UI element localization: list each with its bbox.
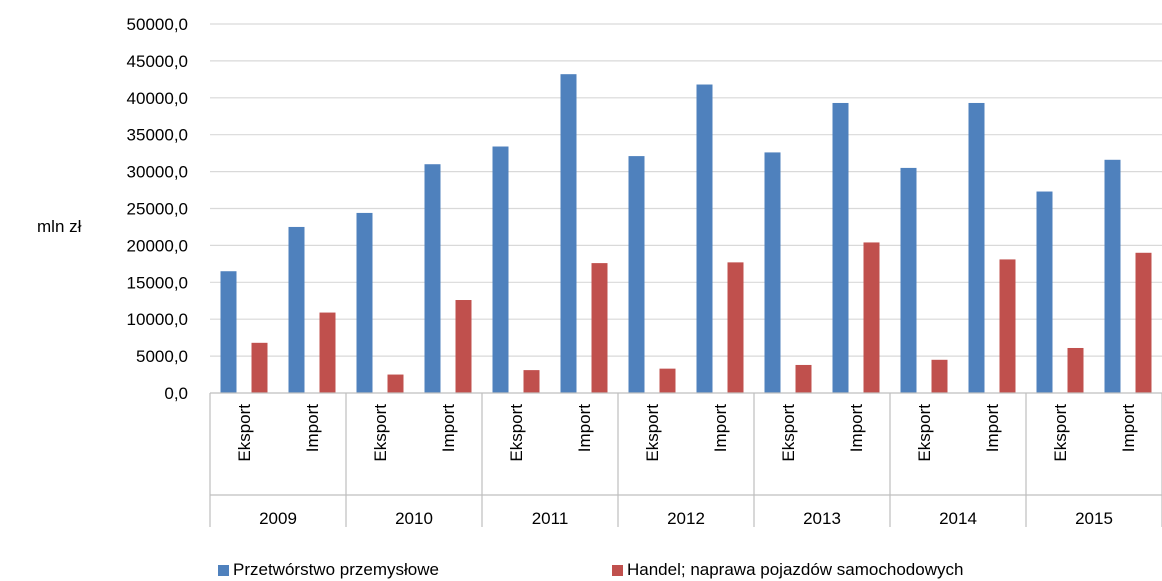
x-tick-label-import: Import <box>1119 404 1138 452</box>
bar-series-2-2012-eksport <box>659 368 676 393</box>
x-tick-label-eksport: Eksport <box>507 404 526 462</box>
group-label: 2013 <box>803 509 841 528</box>
bar-series-1-2009-eksport <box>220 271 237 393</box>
bar-series-2-2013-import <box>863 242 880 393</box>
bar-series-1-2013-import <box>832 102 849 393</box>
y-tick-label: 35000,0 <box>127 126 188 145</box>
y-tick-label: 30000,0 <box>127 163 188 182</box>
legend-item-series-1: Przetwórstwo przemysłowe <box>218 560 439 580</box>
bar-series-2-2009-eksport <box>251 342 268 393</box>
group-label: 2010 <box>395 509 433 528</box>
x-tick-label-eksport: Eksport <box>643 404 662 462</box>
bar-series-2-2015-import <box>1135 252 1152 393</box>
legend: Przetwórstwo przemysłowe Handel; naprawa… <box>0 560 1162 581</box>
x-tick-label-eksport: Eksport <box>1051 404 1070 462</box>
bar-series-2-2015-eksport <box>1067 347 1084 393</box>
bar-series-2-2011-eksport <box>523 370 540 393</box>
group-label: 2014 <box>939 509 977 528</box>
x-tick-label-import: Import <box>847 404 866 452</box>
y-tick-label: 40000,0 <box>127 89 188 108</box>
legend-label-series-1: Przetwórstwo przemysłowe <box>233 560 439 579</box>
legend-item-series-2: Handel; naprawa pojazdów samochodowych <box>612 560 963 580</box>
bar-series-1-2011-import <box>560 74 577 394</box>
x-tick-label-eksport: Eksport <box>371 404 390 462</box>
x-tick-label-import: Import <box>711 404 730 452</box>
y-tick-label: 15000,0 <box>127 273 188 292</box>
group-label: 2012 <box>667 509 705 528</box>
bar-series-1-2011-eksport <box>492 146 509 393</box>
bar-series-2-2012-import <box>727 262 744 393</box>
bar-series-1-2012-eksport <box>628 156 645 393</box>
bar-series-2-2010-eksport <box>387 374 404 393</box>
bar-series-2-2010-import <box>455 300 472 393</box>
y-tick-label: 0,0 <box>164 384 188 403</box>
bar-series-1-2010-import <box>424 164 441 393</box>
x-tick-label-import: Import <box>303 404 322 452</box>
bar-series-1-2015-import <box>1104 159 1121 393</box>
group-label: 2015 <box>1075 509 1113 528</box>
bar-series-1-2012-import <box>696 84 713 394</box>
legend-swatch-series-1 <box>218 564 229 576</box>
group-label: 2011 <box>532 509 569 528</box>
bar-series-2-2014-import <box>999 259 1016 393</box>
y-tick-label: 20000,0 <box>127 236 188 255</box>
y-tick-label: 25000,0 <box>127 200 188 219</box>
y-tick-label: 50000,0 <box>127 15 188 34</box>
y-tick-label: 45000,0 <box>127 52 188 71</box>
x-tick-label-import: Import <box>439 404 458 452</box>
bar-series-2-2013-eksport <box>795 364 812 393</box>
x-tick-label-eksport: Eksport <box>235 404 254 462</box>
legend-label-series-2: Handel; naprawa pojazdów samochodowych <box>627 560 964 579</box>
x-tick-label-import: Import <box>983 404 1002 452</box>
bar-series-2-2014-eksport <box>931 359 948 393</box>
x-tick-label-eksport: Eksport <box>779 404 798 462</box>
bar-series-1-2009-import <box>288 226 305 393</box>
x-tick-label-import: Import <box>575 404 594 452</box>
bar-series-1-2010-eksport <box>356 212 373 393</box>
y-tick-label: 10000,0 <box>127 310 188 329</box>
y-tick-label: 5000,0 <box>136 347 188 366</box>
bar-series-2-2011-import <box>591 263 608 393</box>
y-axis-label: mln zł <box>37 217 82 236</box>
bar-series-1-2013-eksport <box>764 152 781 393</box>
bar-series-1-2015-eksport <box>1036 191 1053 393</box>
x-tick-label-eksport: Eksport <box>915 404 934 462</box>
bar-series-2-2009-import <box>319 312 336 393</box>
bar-series-1-2014-import <box>968 102 985 393</box>
bar-series-1-2014-eksport <box>900 167 917 393</box>
group-label: 2009 <box>259 509 297 528</box>
legend-swatch-series-2 <box>612 564 623 576</box>
